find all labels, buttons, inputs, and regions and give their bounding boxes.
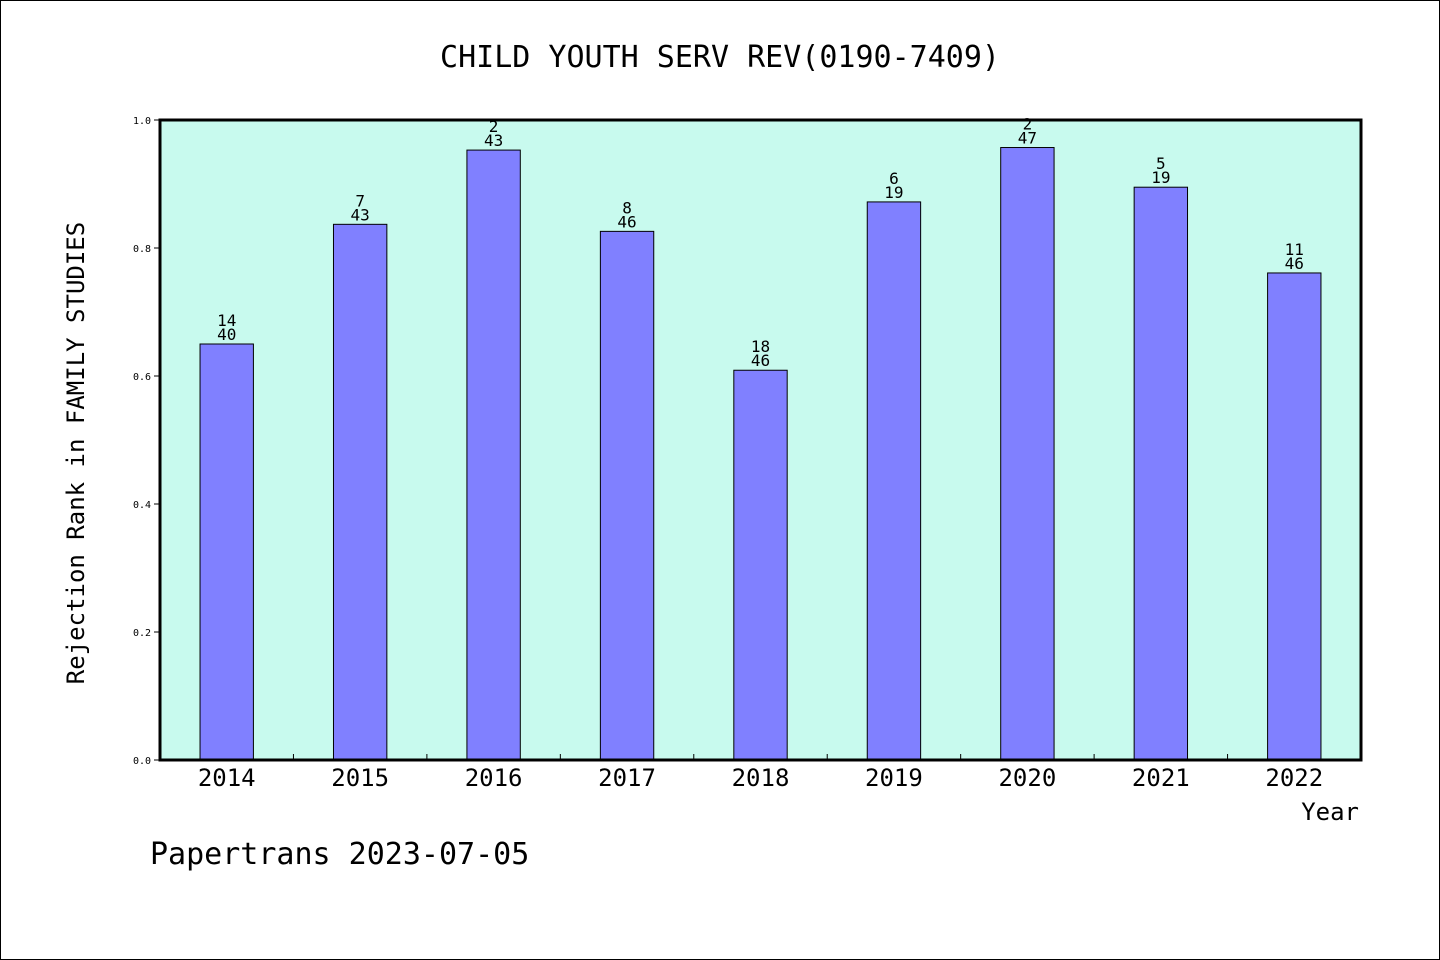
data-label-rank: 11 (1285, 240, 1304, 259)
data-label-rank: 8 (622, 198, 632, 217)
x-tick-label: 2014 (198, 764, 256, 792)
bar-2022 (1267, 272, 1322, 761)
data-label-total: 19 (1151, 168, 1170, 187)
y-tick-label: 0.4 (133, 500, 151, 511)
bars-layer (199, 147, 1322, 761)
x-tick-label: 2021 (1132, 764, 1190, 792)
data-label-rank: 6 (889, 169, 899, 188)
y-tick-label: 0.2 (133, 628, 151, 639)
x-tick-label: 2020 (998, 764, 1056, 792)
bar-2021 (1133, 186, 1189, 761)
data-label-total: 46 (1285, 254, 1304, 273)
data-label-total: 47 (1018, 129, 1037, 148)
y-axis-label: Rejection Rank in FAMILY STUDIES (62, 222, 90, 684)
x-tick-label: 2016 (465, 764, 523, 792)
data-label-rank: 14 (217, 311, 236, 330)
x-axis-ticks: 2014 2015 2016 2017 2018 2019 2020 2021 2022 (198, 754, 1323, 792)
y-tick-label: 0.6 (133, 372, 151, 383)
x-tick-label: 2015 (331, 764, 389, 792)
data-label-rank: 2 (489, 117, 499, 136)
data-label-total: 46 (617, 212, 636, 231)
y-tick-label: 0.0 (133, 756, 151, 767)
data-label-total: 40 (217, 325, 236, 344)
bar-2020 (1000, 147, 1055, 761)
y-tick-label: 0.8 (133, 244, 151, 255)
data-label-total: 19 (884, 183, 903, 202)
data-label-rank: 7 (355, 191, 365, 210)
x-tick-label: 2019 (865, 764, 923, 792)
bar-2016 (466, 149, 521, 761)
y-axis-ticks: 0.0 0.2 0.4 0.6 0.8 1.0 (133, 116, 160, 767)
data-label-rank: 18 (751, 337, 770, 356)
plot-border (158, 118, 1363, 762)
y-tick-label: 1.0 (133, 116, 151, 127)
x-tick-label: 2022 (1265, 764, 1323, 792)
x-tick-label: 2017 (598, 764, 656, 792)
data-label-rank: 5 (1156, 154, 1166, 173)
chart-title: CHILD YOUTH SERV REV(0190-7409) (440, 40, 1000, 75)
bar-2018 (733, 369, 788, 761)
bar-2014 (199, 343, 254, 761)
bar-2019 (866, 201, 922, 761)
bar-2017 (599, 230, 655, 761)
x-axis-label: Year (1301, 798, 1359, 826)
data-label-total: 46 (751, 351, 770, 370)
watermark-text: Papertrans 2023-07-05 (150, 837, 529, 872)
data-label-total: 43 (351, 205, 370, 224)
bar-2015 (332, 223, 388, 761)
data-label-rank: 2 (1023, 115, 1033, 134)
data-label-total: 43 (484, 131, 503, 150)
x-tick-label: 2018 (732, 764, 790, 792)
